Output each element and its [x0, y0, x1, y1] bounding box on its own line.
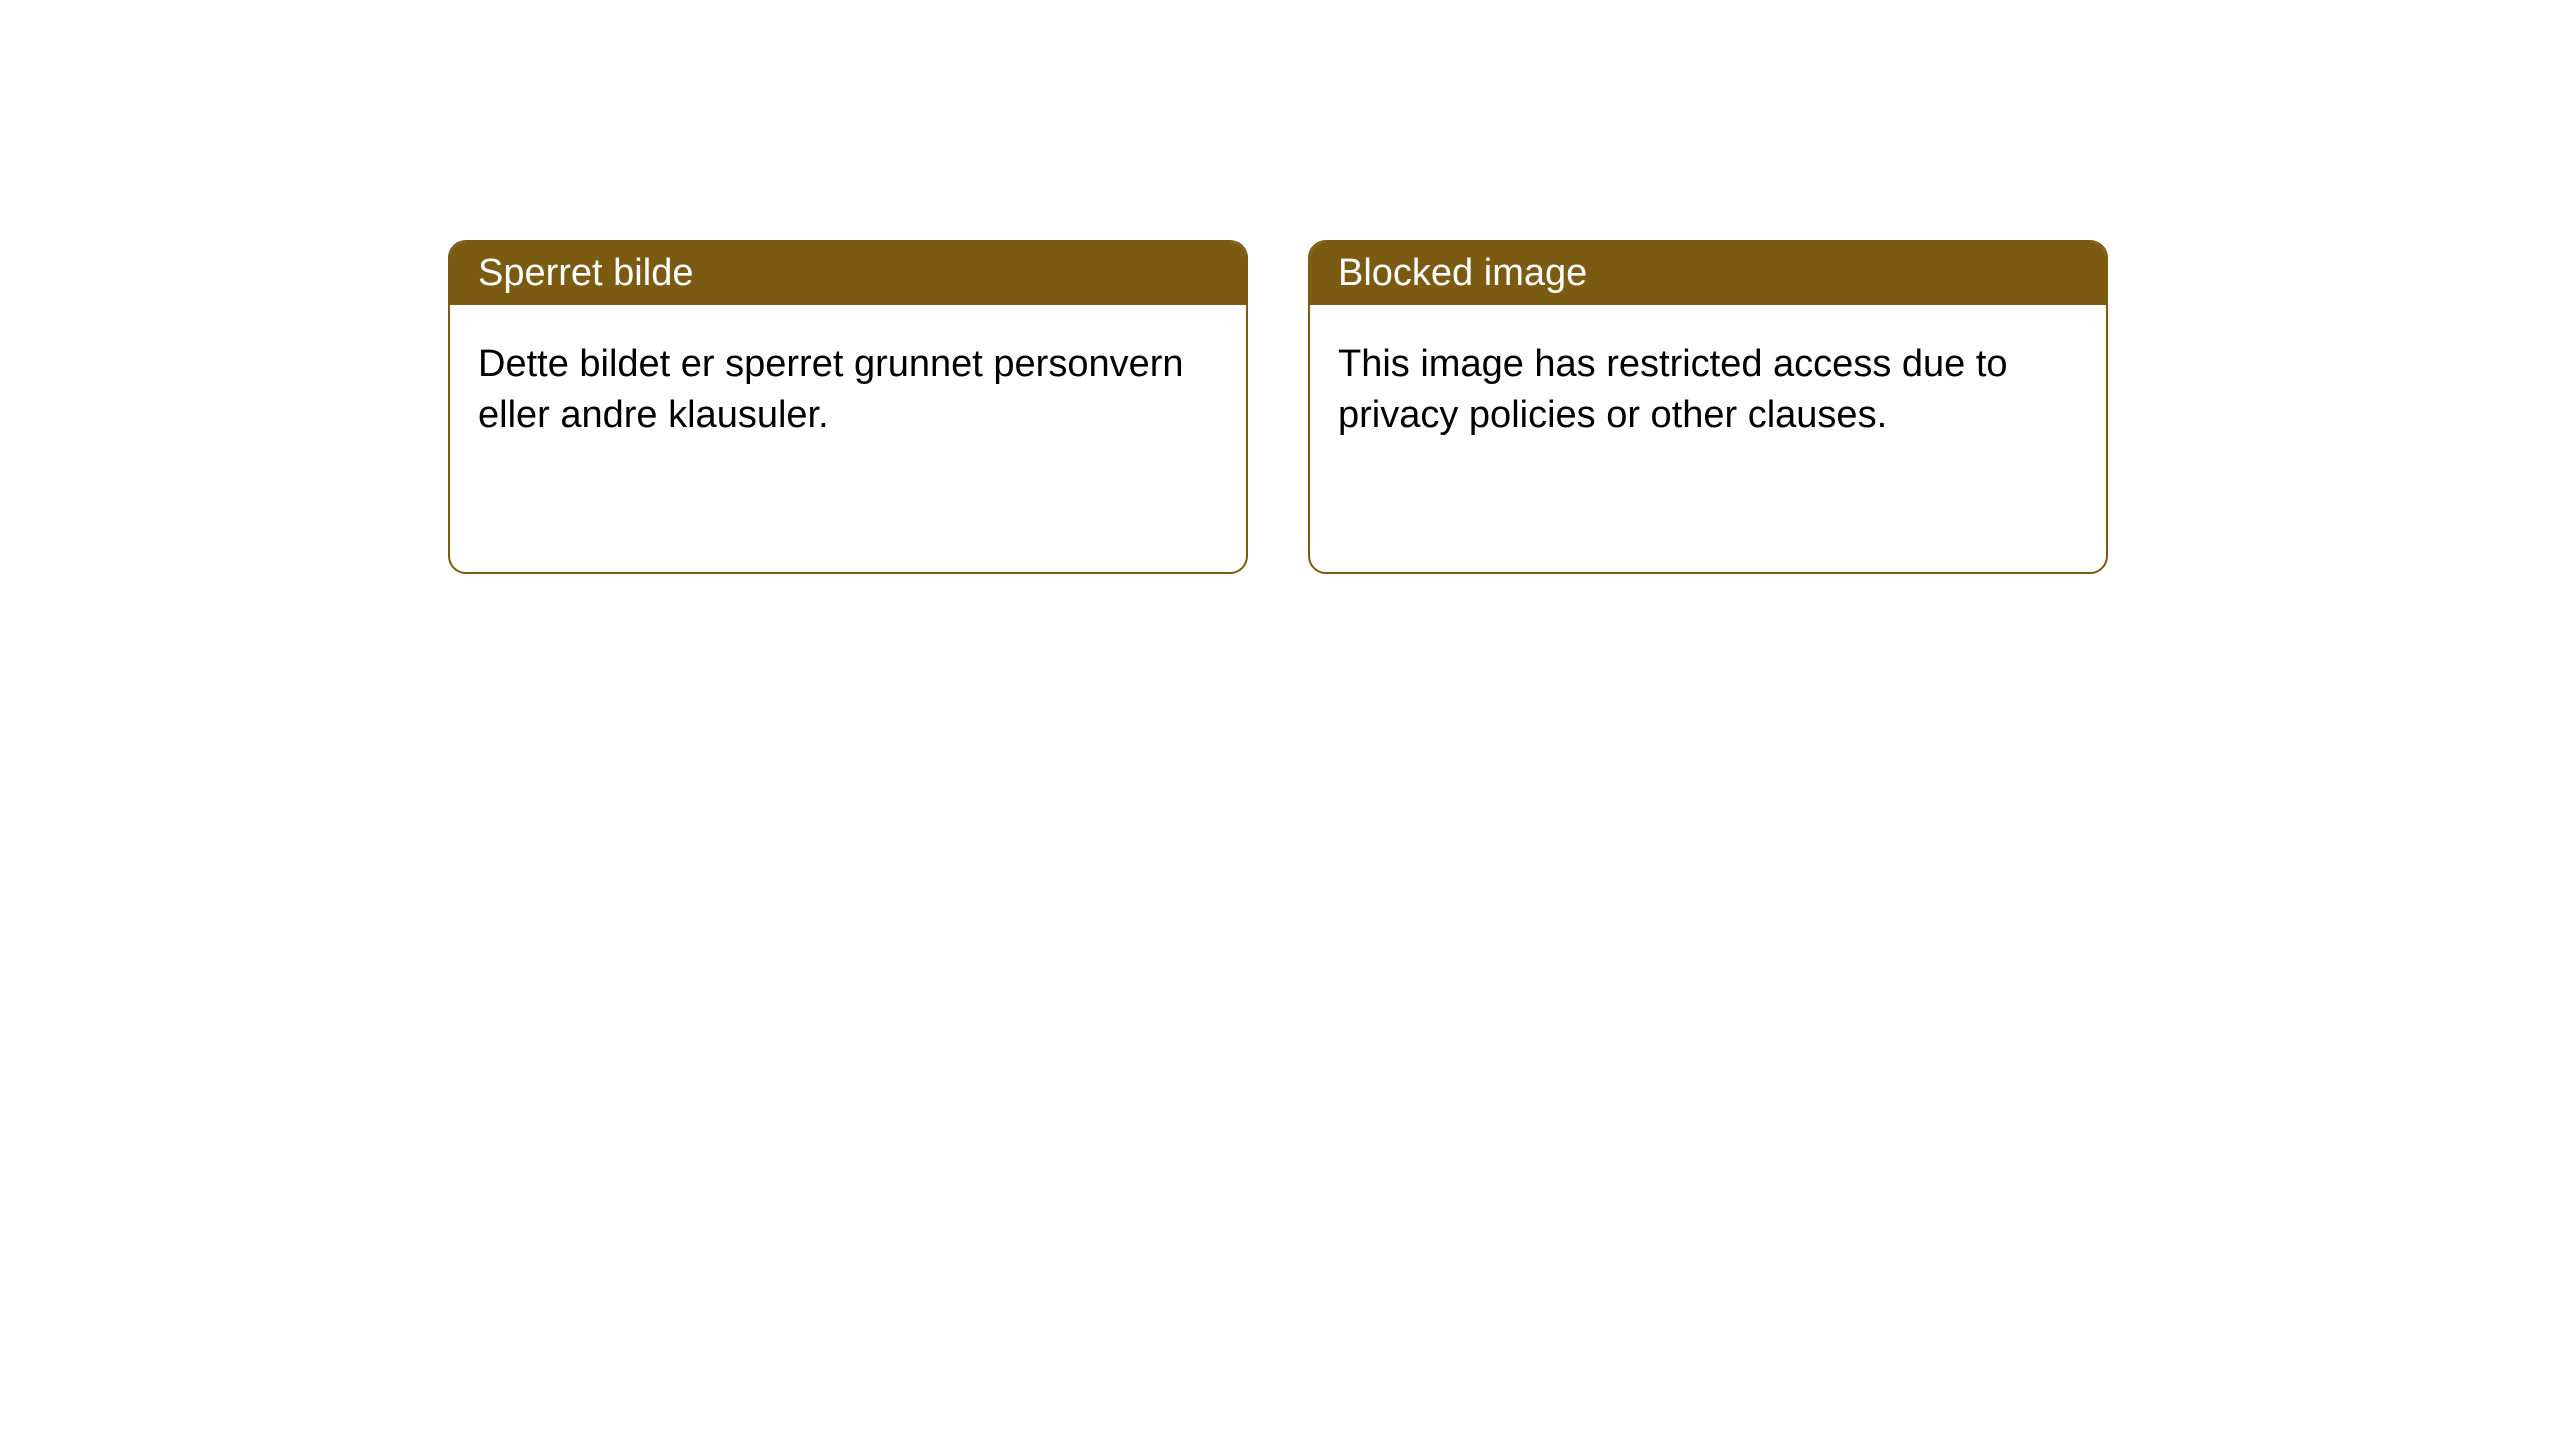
notice-card-norwegian-title: Sperret bilde	[450, 242, 1246, 305]
notice-card-norwegian-body: Dette bildet er sperret grunnet personve…	[450, 305, 1246, 476]
notice-card-english: Blocked image This image has restricted …	[1308, 240, 2108, 574]
notice-card-norwegian: Sperret bilde Dette bildet er sperret gr…	[448, 240, 1248, 574]
notice-card-english-title: Blocked image	[1310, 242, 2106, 305]
notice-card-english-body: This image has restricted access due to …	[1310, 305, 2106, 476]
notice-cards-container: Sperret bilde Dette bildet er sperret gr…	[448, 240, 2560, 574]
